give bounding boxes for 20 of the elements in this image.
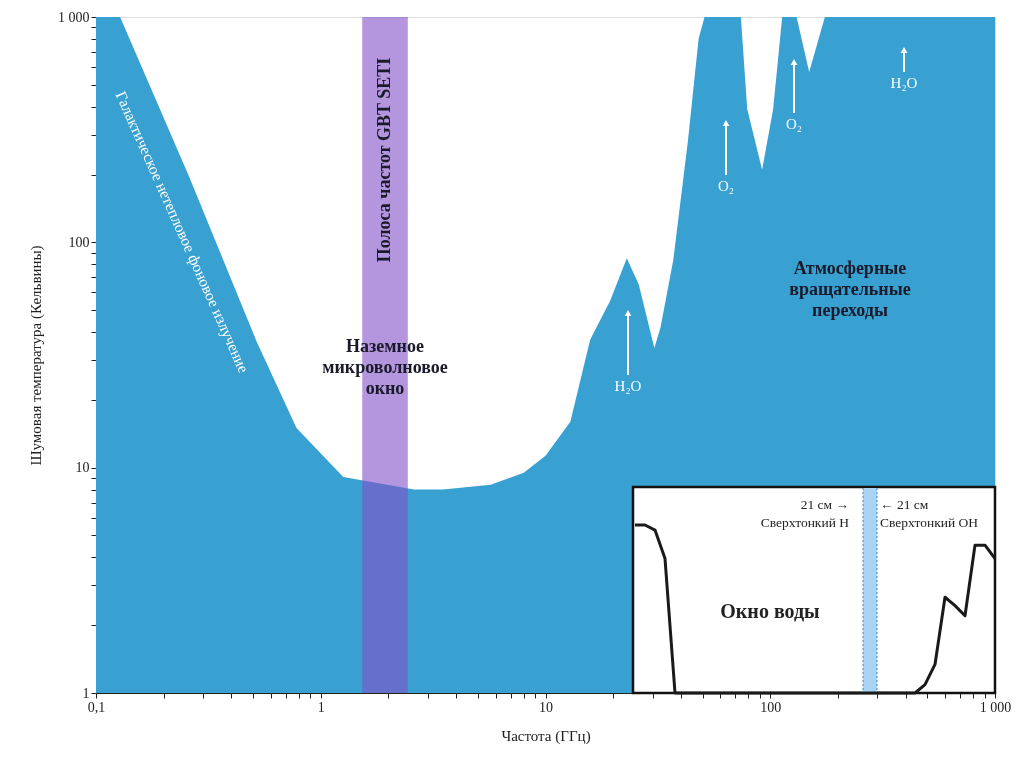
- x-tick-label: 1 000: [979, 699, 1012, 715]
- annotation: 21 см → Сверхтонкий H: [760, 497, 850, 530]
- x-tick-label: 0,1: [87, 699, 106, 715]
- band-label: Полоса частот GBT SETI: [374, 57, 395, 263]
- x-tick-label: 10: [539, 699, 553, 715]
- y-tick-label: 10: [75, 460, 90, 476]
- annotation: Атмосферные вращательные переходы: [789, 258, 911, 320]
- x-axis-title: Частота (ГГц): [501, 727, 591, 745]
- annotation: H₂O: [890, 75, 918, 91]
- x-tick-label: 100: [760, 699, 782, 715]
- x-tick-label: 1: [317, 699, 325, 715]
- annotation: O₂: [717, 178, 735, 194]
- y-tick-label: 1: [82, 685, 90, 701]
- y-tick-label: 100: [68, 234, 90, 250]
- y-tick-label: 1 000: [58, 9, 90, 25]
- annotation: H₂O: [614, 378, 642, 394]
- annotation: O₂: [785, 116, 803, 132]
- annotation: ← 21 см Сверхтонкий OH: [880, 497, 979, 530]
- annotation: Окно воды: [720, 600, 821, 622]
- y-axis-title: Шумовая температура (Кельвины): [28, 245, 45, 466]
